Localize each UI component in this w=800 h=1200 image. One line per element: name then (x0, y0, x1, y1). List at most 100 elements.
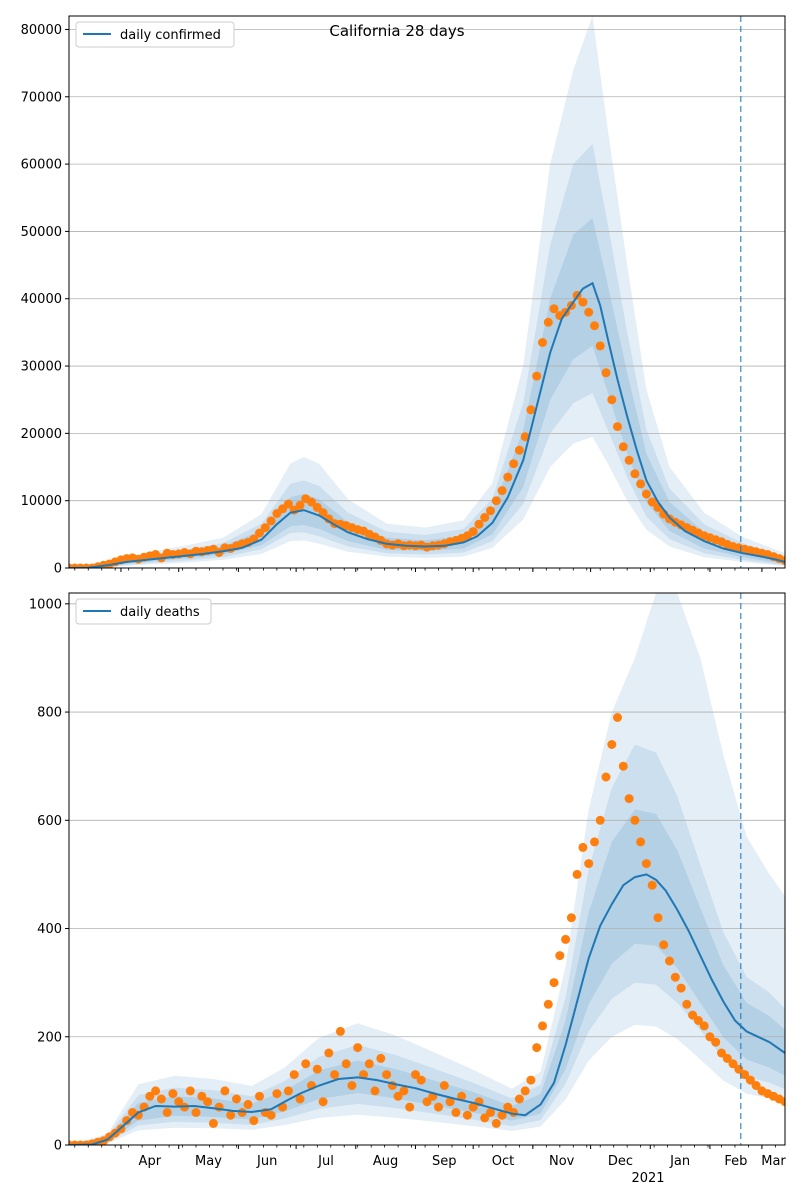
confirmed-legend: daily confirmed (75, 21, 235, 48)
deaths-y-tick-label: 600 (37, 814, 62, 829)
deaths-data-point (191, 1108, 201, 1117)
deaths-data-point (399, 1086, 409, 1096)
deaths-data-point (526, 1075, 536, 1085)
x-tick-label: Oct (492, 1154, 514, 1169)
deaths-data-point (653, 913, 663, 923)
confirmed-y-tick-label: 10000 (21, 494, 62, 509)
x-year-label: 2021 (631, 1171, 664, 1186)
x-tick-label: Aug (373, 1154, 398, 1169)
confirmed-band-inner (69, 218, 785, 568)
confirmed-data-point (595, 341, 605, 351)
deaths-y-tick-label: 0 (54, 1139, 62, 1154)
deaths-data-point (601, 772, 611, 782)
deaths-data-point (590, 837, 599, 847)
confirmed-y-tick-label: 30000 (21, 360, 62, 375)
x-tick-label: May (195, 1154, 222, 1169)
deaths-data-point (572, 869, 582, 879)
confirmed-y-tick-label: 20000 (21, 427, 62, 442)
confirmed-y-axis: 0 10000 20000 30000 40000 50000 60000 70000 8000… (21, 23, 69, 577)
confirmed-data-point (295, 500, 305, 510)
confirmed-data-point (532, 371, 542, 381)
confirmed-data-point (630, 469, 640, 479)
deaths-data-point (266, 1110, 276, 1120)
confirmed-data-point (641, 489, 651, 499)
deaths-data-point (376, 1053, 386, 1063)
confirmed-data-point (618, 442, 628, 452)
deaths-data-point (151, 1086, 161, 1096)
confirmed-data-point (520, 432, 530, 442)
confirmed-data-point (538, 338, 547, 347)
confirmed-bands (69, 16, 785, 568)
deaths-data-point (647, 880, 657, 890)
confirmed-data-point (480, 513, 490, 522)
confirmed-line (69, 281, 785, 568)
deaths-data-point (226, 1110, 236, 1120)
deaths-data-point (566, 913, 576, 923)
confirmed-data-point (590, 321, 599, 331)
deaths-data-point (728, 1059, 738, 1069)
deaths-data-point (220, 1086, 230, 1096)
deaths-legend-box (75, 598, 212, 625)
deaths-data-point (289, 1070, 299, 1080)
deaths-legend-label: daily deaths (120, 605, 200, 620)
deaths-data-point (659, 940, 669, 950)
x-tick-label: Jul (317, 1154, 334, 1169)
x-tick-label: Sep (432, 1154, 457, 1169)
deaths-data-point (722, 1053, 732, 1063)
deaths-data-point (341, 1059, 351, 1069)
deaths-data-point (468, 1102, 478, 1112)
deaths-data-point (208, 1118, 218, 1128)
deaths-data-point (480, 1113, 490, 1123)
x-tick-label: Apr (139, 1154, 162, 1169)
x-tick-label: Dec (608, 1154, 633, 1169)
deaths-data-point (272, 1089, 282, 1099)
deaths-data-point (197, 1091, 207, 1101)
confirmed-data-point (647, 497, 657, 507)
deaths-data-point (445, 1097, 455, 1107)
deaths-data-point (174, 1097, 184, 1107)
confirmed-data-point (549, 304, 559, 314)
deaths-data-point (780, 1097, 785, 1107)
confirmed-data-point (468, 527, 478, 537)
confirmed-data-point (514, 445, 524, 455)
deaths-data-point (462, 1110, 472, 1120)
confirmed-data-point (312, 502, 322, 512)
confirmed-data-point (613, 422, 622, 432)
deaths-data-point (607, 740, 617, 749)
confirmed-data-point (491, 496, 501, 506)
deaths-data-point (670, 972, 680, 982)
confirmed-band-outer (69, 16, 785, 568)
deaths-band-mid (69, 744, 785, 1145)
confirmed-data-point (526, 405, 536, 415)
confirmed-y-tick-label: 40000 (21, 292, 62, 307)
confirmed-data-point (260, 523, 270, 533)
deaths-x-axis: Apr May Jun Jul Aug Sep Oct Nov Dec Jan Feb Mar (74, 1145, 786, 1169)
deaths-trend-line (69, 873, 785, 1145)
deaths-data-point (382, 1070, 392, 1080)
deaths-data-point (364, 1059, 374, 1069)
deaths-band-inner (69, 809, 785, 1145)
confirmed-band-mid (69, 143, 785, 568)
confirmed-data-point (266, 516, 276, 526)
deaths-data-point (185, 1086, 195, 1096)
deaths-data-point (133, 1110, 143, 1120)
deaths-frame (68, 592, 786, 1146)
deaths-line (69, 873, 785, 1145)
deaths-data-point (237, 1108, 247, 1117)
deaths-data-point (162, 1108, 172, 1117)
deaths-data-point (688, 1010, 698, 1020)
deaths-data-point (301, 1059, 311, 1069)
deaths-data-point (359, 1070, 368, 1080)
confirmed-data-point (497, 486, 507, 496)
deaths-data-point (411, 1070, 420, 1080)
confirmed-y-tick-label: 50000 (21, 225, 62, 240)
confirmed-trend-line (69, 281, 785, 568)
deaths-data-point (145, 1091, 155, 1101)
deaths-data-point (595, 815, 605, 825)
deaths-data-point (347, 1081, 357, 1090)
confirmed-data-point (624, 455, 634, 465)
deaths-data-point (636, 837, 646, 847)
deaths-data-point (324, 1048, 334, 1058)
deaths-data-point (740, 1070, 750, 1080)
deaths-data-point (613, 713, 622, 722)
